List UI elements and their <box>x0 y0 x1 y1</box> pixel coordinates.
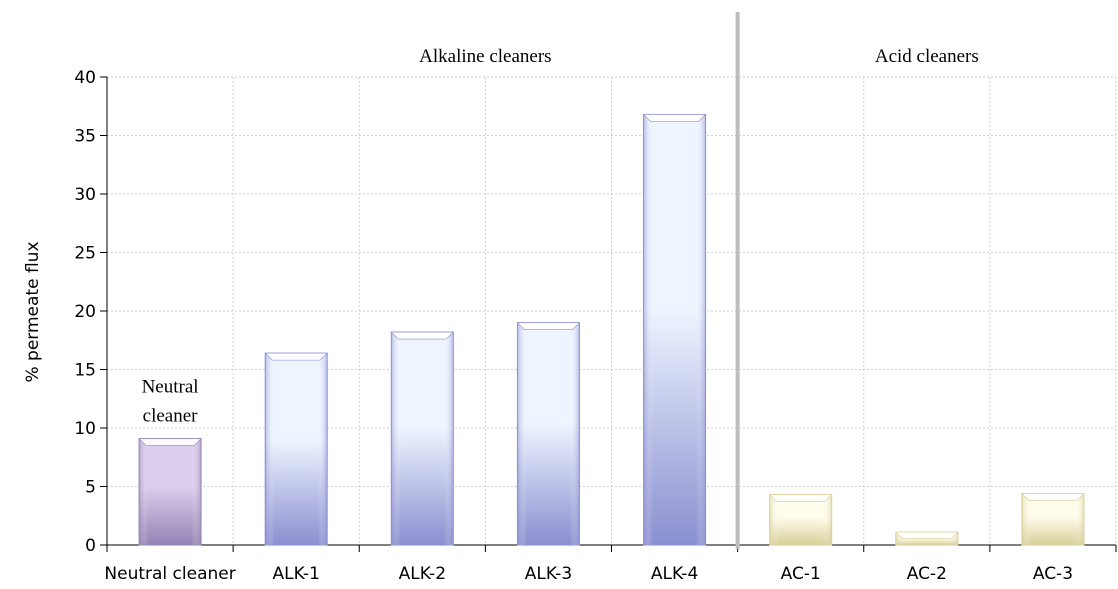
bar-shade <box>769 494 832 545</box>
annotations: Neutral cleaner <box>142 377 199 427</box>
group-label: Acid cleaners <box>875 46 979 67</box>
y-tick-label: 0 <box>85 536 96 556</box>
bar <box>264 352 328 546</box>
y-tick-label: 30 <box>74 185 96 205</box>
bar-bevel <box>516 322 581 331</box>
y-axis: 0 5 10 15 20 25 30 35 40 <box>74 68 108 556</box>
bar-bevel <box>138 438 202 446</box>
bar <box>138 438 202 546</box>
annotation-line: cleaner <box>143 406 199 427</box>
y-tick-label: 25 <box>74 244 96 264</box>
x-tick-label: ALK-4 <box>651 564 698 584</box>
x-axis: Neutral cleaner ALK-1 ALK-2 ALK-3 ALK-4 AC-1 A… <box>104 544 1117 584</box>
x-tick-label: AC-2 <box>907 564 947 584</box>
bar-shade <box>391 332 454 545</box>
y-tick-label: 20 <box>74 302 96 322</box>
x-tick-label: ALK-1 <box>272 564 319 584</box>
y-axis-title: % permeate flux <box>23 241 43 382</box>
bar <box>768 494 833 546</box>
bar-shade <box>139 438 202 545</box>
bar <box>642 113 707 546</box>
bar-shade <box>1021 493 1084 545</box>
x-tick-label: ALK-2 <box>399 564 446 584</box>
annotation-line: Neutral <box>142 377 199 398</box>
y-tick-label: 10 <box>74 419 96 439</box>
y-tick-label: 15 <box>74 361 96 381</box>
group-labels: Alkaline cleaners Acid cleaners <box>419 12 979 549</box>
bar <box>516 322 581 546</box>
bar-shade <box>265 353 328 545</box>
group-label: Alkaline cleaners <box>419 46 551 67</box>
bar-shade <box>643 114 706 545</box>
bar-shade <box>517 322 580 545</box>
y-tick-label: 40 <box>74 68 96 88</box>
y-tick-label: 35 <box>74 127 96 147</box>
bar-bevel <box>390 331 455 340</box>
x-tick-label: AC-1 <box>781 564 821 584</box>
bar-bevel <box>1021 493 1085 501</box>
bar-bevel <box>895 531 959 539</box>
x-tick-label: Neutral cleaner <box>104 564 235 584</box>
bar <box>895 531 959 546</box>
bar-bevel <box>642 114 707 122</box>
bar-bevel <box>768 494 833 502</box>
bar <box>390 331 455 546</box>
bar-bevel <box>264 352 328 361</box>
x-tick-label: AC-3 <box>1033 564 1073 584</box>
bar <box>1021 493 1085 546</box>
bars <box>138 113 1085 546</box>
x-tick-label: ALK-3 <box>525 564 572 584</box>
y-tick-label: 5 <box>85 478 96 498</box>
grid-lines <box>107 76 1117 545</box>
